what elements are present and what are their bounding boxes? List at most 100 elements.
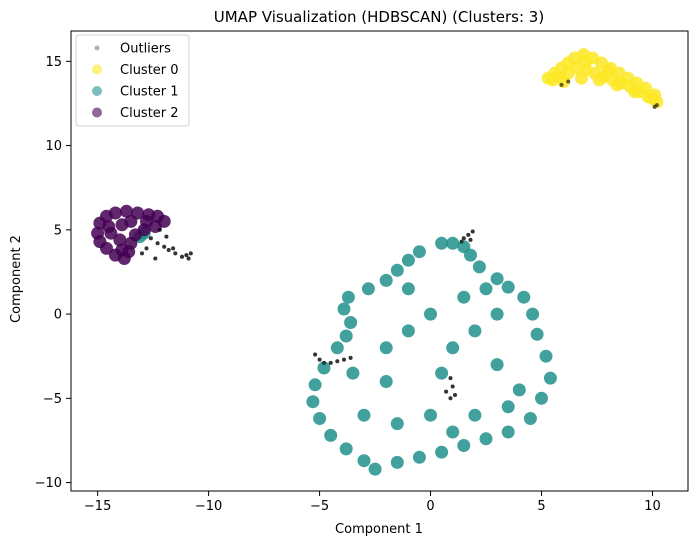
y-axis-label: Component 2 xyxy=(9,235,24,323)
outlier-overlay-point-22 xyxy=(322,360,326,365)
data-point-cluster-1-51 xyxy=(457,290,471,304)
data-point-cluster-1-11 xyxy=(337,302,351,316)
data-point-cluster-0-31 xyxy=(628,85,642,99)
x-tick-label-2: −5 xyxy=(310,499,329,514)
data-point-cluster-1-4 xyxy=(435,236,449,250)
data-point-cluster-1-48 xyxy=(468,408,482,422)
data-point-cluster-0-32 xyxy=(646,91,659,105)
data-point-cluster-1-41 xyxy=(401,324,415,338)
data-point-cluster-1-35 xyxy=(517,290,531,304)
data-point-cluster-0-26 xyxy=(546,73,560,87)
data-point-cluster-1-52 xyxy=(490,307,504,321)
data-point-cluster-1-22 xyxy=(368,462,382,476)
data-point-cluster-0-33 xyxy=(579,54,593,68)
data-point-cluster-1-16 xyxy=(308,378,322,392)
legend-marker-1 xyxy=(92,64,102,75)
data-point-cluster-1-29 xyxy=(523,412,537,425)
data-point-cluster-1-55 xyxy=(390,417,404,431)
outlier-overlay-point-9 xyxy=(144,246,149,251)
legend-label-3: Cluster 2 xyxy=(120,106,179,121)
outlier-overlay-point-21 xyxy=(317,357,322,362)
outlier-overlay-point-26 xyxy=(348,355,353,360)
outlier-overlay-point-12 xyxy=(171,246,176,251)
data-point-cluster-1-43 xyxy=(468,324,482,338)
data-point-cluster-1-38 xyxy=(472,260,486,274)
data-point-cluster-1-5 xyxy=(412,245,426,259)
data-point-cluster-1-47 xyxy=(424,408,437,422)
data-point-cluster-1-57 xyxy=(501,400,515,414)
data-point-cluster-1-59 xyxy=(479,282,493,296)
data-point-cluster-1-36 xyxy=(501,280,515,294)
data-point-cluster-1-37 xyxy=(490,272,504,286)
data-point-cluster-1-49 xyxy=(512,383,526,397)
outlier-overlay-point-17 xyxy=(470,229,475,234)
outlier-overlay-point-14 xyxy=(164,234,169,239)
outlier-overlay-point-5 xyxy=(184,253,189,258)
data-point-cluster-1-39 xyxy=(464,248,477,262)
data-point-cluster-0-29 xyxy=(592,73,606,87)
outlier-overlay-point-6 xyxy=(188,251,193,256)
data-point-cluster-1-46 xyxy=(357,408,371,422)
outlier-overlay-point-27 xyxy=(448,376,453,381)
data-point-cluster-1-23 xyxy=(390,455,404,469)
x-tick-label-3: 0 xyxy=(426,499,434,514)
outlier-overlay-point-32 xyxy=(566,79,571,84)
data-point-cluster-0-30 xyxy=(610,78,624,92)
data-point-cluster-1-21 xyxy=(357,454,371,468)
data-point-cluster-2-3 xyxy=(108,206,122,220)
outlier-overlay-point-15 xyxy=(461,236,466,241)
y-tick-label-0: −10 xyxy=(35,476,62,491)
data-point-cluster-1-53 xyxy=(379,341,393,355)
outlier-overlay-point-18 xyxy=(459,239,464,244)
data-point-cluster-1-27 xyxy=(479,432,493,446)
outlier-overlay-point-33 xyxy=(559,82,564,87)
legend: Outliers Cluster 0 Cluster 1 Cluster 2 xyxy=(75,34,190,127)
legend-box xyxy=(75,34,190,127)
data-point-cluster-1-28 xyxy=(501,425,515,439)
points-layer xyxy=(91,48,664,476)
data-point-cluster-0-34 xyxy=(601,64,615,78)
data-point-cluster-1-12 xyxy=(344,316,358,329)
data-point-cluster-2-22 xyxy=(102,220,116,233)
outlier-overlay-point-10 xyxy=(140,251,144,256)
data-point-cluster-1-15 xyxy=(317,361,331,375)
data-point-cluster-2-24 xyxy=(140,214,153,228)
outlier-overlay-point-13 xyxy=(157,227,162,232)
data-point-cluster-1-20 xyxy=(339,442,353,456)
data-point-cluster-0-28 xyxy=(575,71,588,85)
legend-marker-0 xyxy=(94,45,100,51)
data-point-cluster-1-14 xyxy=(330,341,344,355)
data-point-cluster-1-40 xyxy=(424,307,437,321)
x-tick-label-0: −15 xyxy=(84,499,111,514)
outlier-overlay-point-28 xyxy=(450,384,455,389)
legend-marker-2 xyxy=(92,86,102,96)
data-point-cluster-1-32 xyxy=(539,349,553,363)
data-point-cluster-1-44 xyxy=(490,358,504,372)
plot-frame xyxy=(70,30,689,492)
y-tick-label-5: 15 xyxy=(45,55,62,70)
outlier-overlay-point-19 xyxy=(468,237,473,242)
data-point-cluster-1-30 xyxy=(535,391,548,405)
outlier-overlay-point-20 xyxy=(313,352,318,357)
data-point-cluster-1-58 xyxy=(346,366,360,380)
y-tick-label-4: 10 xyxy=(45,139,62,154)
y-tick-label-2: 0 xyxy=(54,308,62,323)
outlier-overlay-point-3 xyxy=(173,251,178,256)
chart-title: UMAP Visualization (HDBSCAN) (Clusters: … xyxy=(214,8,544,26)
outlier-overlay-point-8 xyxy=(148,236,153,241)
y-tick-label-1: −5 xyxy=(43,392,62,407)
data-point-cluster-2-20 xyxy=(113,233,127,247)
data-point-cluster-2-4 xyxy=(120,204,133,218)
outlier-overlay-point-23 xyxy=(328,360,333,365)
data-point-cluster-1-33 xyxy=(530,327,544,341)
legend-marker-3 xyxy=(92,107,102,118)
data-point-cluster-1-10 xyxy=(341,290,355,304)
legend-label-2: Cluster 1 xyxy=(120,85,179,100)
outlier-overlay-point-0 xyxy=(155,241,160,246)
data-point-cluster-1-24 xyxy=(412,450,426,464)
data-point-cluster-1-9 xyxy=(361,282,375,296)
outlier-overlay-point-2 xyxy=(166,248,171,252)
legend-label-1: Cluster 0 xyxy=(120,63,179,78)
data-point-cluster-1-25 xyxy=(435,445,449,459)
